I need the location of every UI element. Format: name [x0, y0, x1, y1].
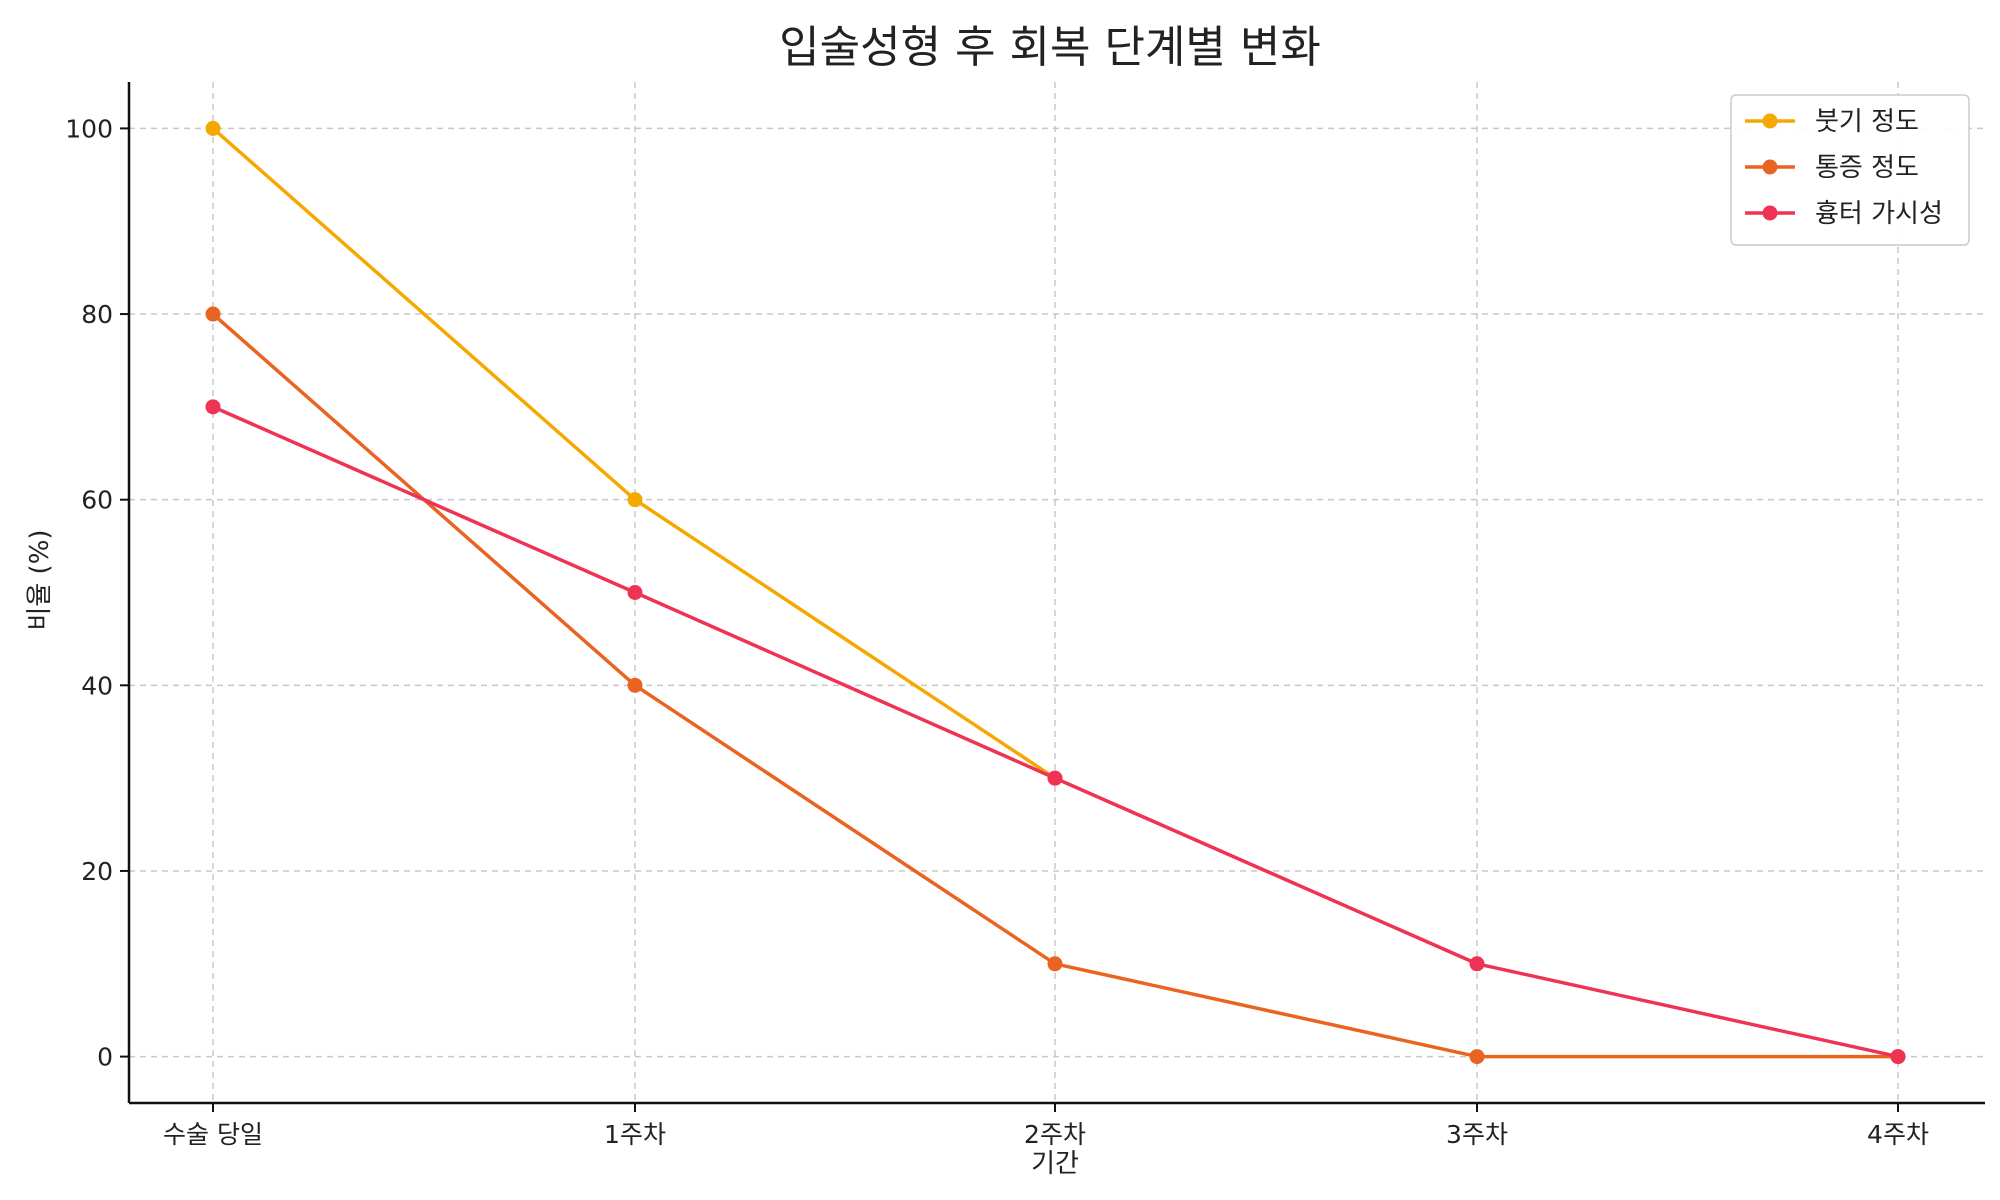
grid: [129, 82, 1985, 1103]
series-group: [205, 120, 1906, 1065]
data-point: [205, 306, 221, 322]
legend-item: 붓기 정도: [1745, 107, 1919, 137]
x-tick-label: 수술 당일: [163, 1120, 263, 1149]
data-point: [1047, 770, 1063, 786]
x-tick-label: 4주차: [1867, 1120, 1929, 1149]
legend-item: 흉터 가시성: [1745, 199, 1943, 229]
y-tick-label: 60: [81, 486, 113, 515]
legend-label: 통증 정도: [1815, 153, 1919, 183]
legend-label: 흉터 가시성: [1815, 199, 1943, 229]
legend-swatch-marker: [1762, 113, 1778, 129]
x-tick-label: 1주차: [604, 1120, 666, 1149]
data-point: [1890, 1049, 1906, 1065]
series-3: [205, 399, 1906, 1065]
y-tick-label: 100: [65, 114, 113, 143]
data-point: [205, 120, 221, 136]
legend-label: 붓기 정도: [1815, 107, 1919, 137]
y-tick-label: 0: [97, 1043, 113, 1072]
data-point: [1469, 1049, 1485, 1065]
y-tick-label: 20: [81, 857, 113, 886]
legend-swatch-marker: [1762, 205, 1778, 221]
data-point: [205, 399, 221, 415]
x-tick-label: 2주차: [1024, 1120, 1086, 1149]
y-axis-label: 비율 (%): [25, 529, 55, 630]
x-axis-label: 기간: [1031, 1149, 1079, 1179]
data-point: [627, 677, 643, 693]
data-point: [627, 492, 643, 508]
y-tick-label: 80: [81, 300, 113, 329]
legend-box: [1730, 94, 1970, 246]
data-point: [1047, 956, 1063, 972]
axes: 0 20 40 60 80 100 수술 당일 1주차 2주차 3주차 4주차: [65, 82, 1985, 1149]
data-point: [627, 585, 643, 600]
legend-item: 통증 정도: [1745, 153, 1919, 183]
legend-swatch-marker: [1762, 159, 1778, 175]
y-tick-label: 40: [81, 671, 113, 700]
x-tick-label: 3주차: [1446, 1120, 1508, 1149]
data-point: [1469, 956, 1485, 972]
chart-title: 입술성형 후 회복 단계별 변화: [779, 22, 1321, 73]
